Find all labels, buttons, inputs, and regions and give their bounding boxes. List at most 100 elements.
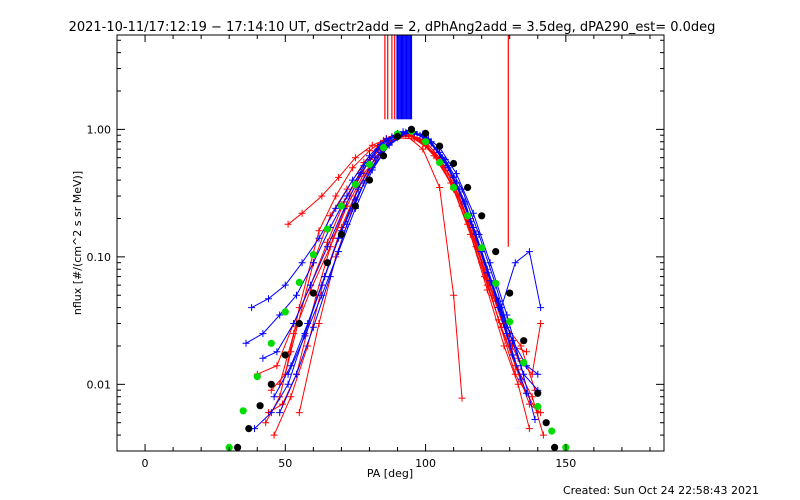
data-point-marker <box>318 291 326 299</box>
data-point-marker <box>500 342 508 350</box>
data-point-marker <box>511 259 519 267</box>
fit-curve-point <box>309 289 317 297</box>
data-point-marker <box>290 330 298 338</box>
data-point-marker <box>293 370 300 378</box>
fit-curve-point <box>422 138 430 146</box>
data-point-marker <box>301 332 309 340</box>
data-point-marker <box>343 192 351 200</box>
data-point-marker <box>520 370 528 378</box>
data-point-marker <box>315 234 323 242</box>
fit-curve-point <box>506 318 514 326</box>
data-point-marker <box>267 409 275 417</box>
fit-curve-point <box>534 402 542 411</box>
data-point-marker <box>357 170 365 178</box>
fit-curve-point <box>520 337 528 345</box>
fit-curve-point <box>295 319 303 328</box>
fit-curve-point <box>534 389 542 397</box>
data-point-marker <box>298 209 306 217</box>
fit-curve-series <box>234 125 559 451</box>
data-point-marker <box>450 291 458 299</box>
x-tick-label: 50 <box>278 457 292 470</box>
fit-curve-point <box>478 212 486 220</box>
data-point-marker <box>525 400 533 408</box>
data-point-marker <box>419 145 427 153</box>
data-point-marker <box>351 154 359 162</box>
fit-curve-point <box>407 125 416 133</box>
y-tick-label: 0.01 <box>87 378 112 391</box>
data-point-marker <box>514 380 522 388</box>
data-point-marker <box>486 277 494 285</box>
fit-curve-point <box>267 339 275 347</box>
data-point-marker <box>335 248 343 256</box>
data-point-marker <box>385 141 393 149</box>
data-point-marker <box>539 431 547 439</box>
fit-curve-point <box>365 160 374 169</box>
fit-curve-point <box>351 202 359 210</box>
data-point-marker <box>503 323 511 331</box>
fit-curve-point <box>520 359 528 367</box>
data-point-marker <box>270 431 278 439</box>
fit-curve-point <box>323 259 331 267</box>
fit-curve-point <box>245 425 253 433</box>
fit-curve-point <box>450 183 458 192</box>
data-point-marker <box>273 348 281 356</box>
data-point-marker <box>481 273 488 281</box>
data-point-marker <box>281 281 289 289</box>
data-point-marker <box>284 370 292 378</box>
data-point-marker <box>273 362 281 370</box>
data-point-marker <box>458 394 466 402</box>
data-point-marker <box>483 286 491 294</box>
data-point-marker <box>259 354 267 362</box>
x-tick-label: 150 <box>555 457 576 470</box>
data-point-marker <box>528 393 536 401</box>
data-point-marker <box>368 141 376 149</box>
data-point-marker <box>270 393 278 401</box>
data-point-marker <box>262 419 270 427</box>
data-point-marker <box>349 164 357 172</box>
data-point-marker <box>332 204 340 212</box>
chart-title: 2021-10-11/17:12:19 − 17:14:10 UT, dSect… <box>69 20 716 35</box>
fit-curve-point <box>478 244 486 252</box>
fit-curve-point <box>464 183 472 192</box>
data-point-marker <box>537 320 545 327</box>
data-point-marker <box>523 348 530 356</box>
y-tick-label: 1.00 <box>87 123 112 136</box>
data-point-marker <box>452 170 460 178</box>
data-point-marker <box>368 166 376 174</box>
fit-curve-point <box>337 230 345 238</box>
data-point-marker <box>469 224 477 231</box>
data-point-marker <box>525 248 533 256</box>
fit-curve-point <box>281 351 289 359</box>
fit-curve-point <box>436 142 444 150</box>
data-point-marker <box>284 380 292 388</box>
data-point-marker <box>276 409 284 417</box>
data-point-marker <box>298 259 306 267</box>
fit-curve-point <box>337 202 345 210</box>
fit-curve-point <box>506 289 514 297</box>
data-point-marker <box>276 311 284 319</box>
data-point-marker <box>309 323 317 331</box>
data-point-marker <box>531 416 539 423</box>
fit-curve-point <box>323 225 331 233</box>
x-tick-label: 100 <box>415 457 436 470</box>
fit-curve-point <box>422 129 430 137</box>
data-point-marker <box>295 409 303 417</box>
data-point-marker <box>318 192 326 200</box>
data-point-marker <box>509 351 516 359</box>
data-point-marker <box>537 304 545 312</box>
axis-layer: 0 50 100 150 0.01 0.10 1.00 <box>87 35 664 470</box>
fit-curve-point <box>464 212 472 220</box>
fit-curve-point <box>393 132 402 141</box>
fit-curve-point <box>542 419 550 427</box>
fit-curve-point <box>548 427 556 435</box>
data-point-marker <box>315 227 323 235</box>
data-point-marker <box>523 389 530 397</box>
data-layer <box>225 35 570 451</box>
fit-curve-point <box>450 159 458 168</box>
fit-curve-point <box>295 278 303 286</box>
fit-curve-point <box>436 158 444 167</box>
fit-curve-point <box>253 373 261 381</box>
data-point-marker <box>287 393 295 401</box>
fit-curve-point <box>365 176 374 184</box>
fit-curve-point <box>234 443 242 451</box>
